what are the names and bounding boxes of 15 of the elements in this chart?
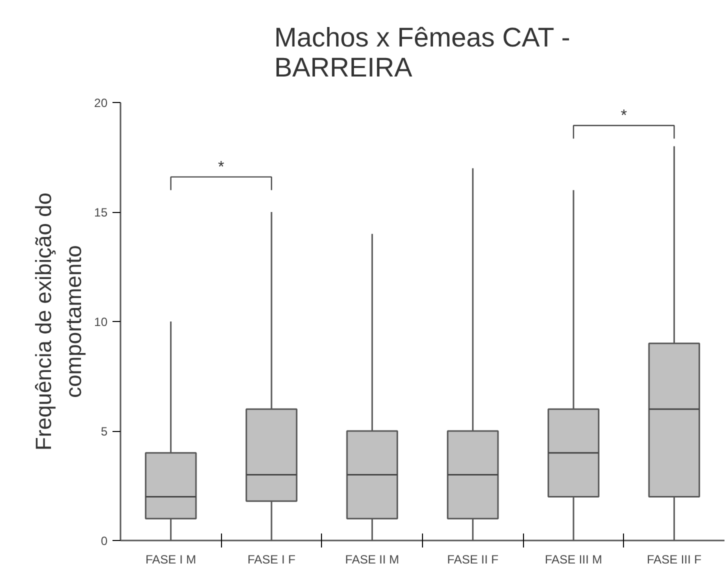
x-tick-label: FASE I M [145, 552, 196, 566]
y-tick-label: 0 [100, 534, 108, 548]
x-tick-label: FASE II F [447, 552, 499, 566]
x-tick-label: FASE III M [544, 552, 602, 566]
y-tick-label: 5 [100, 424, 108, 438]
x-tick-label: FASE II M [345, 552, 400, 566]
x-tick-label: FASE III F [646, 552, 702, 566]
annotation: * [218, 158, 224, 176]
y-tick-label: 20 [94, 96, 108, 110]
y-tick-label: 15 [94, 206, 108, 220]
annotation: * [620, 107, 627, 124]
x-tick-label: FASE I F [247, 552, 296, 566]
y-tick-label: 10 [94, 315, 108, 329]
y-axis-title: Frequência de exibição do comportamento [31, 192, 86, 451]
chart-title: Machos x Fêmeas CAT - BARREIRA [274, 22, 570, 82]
